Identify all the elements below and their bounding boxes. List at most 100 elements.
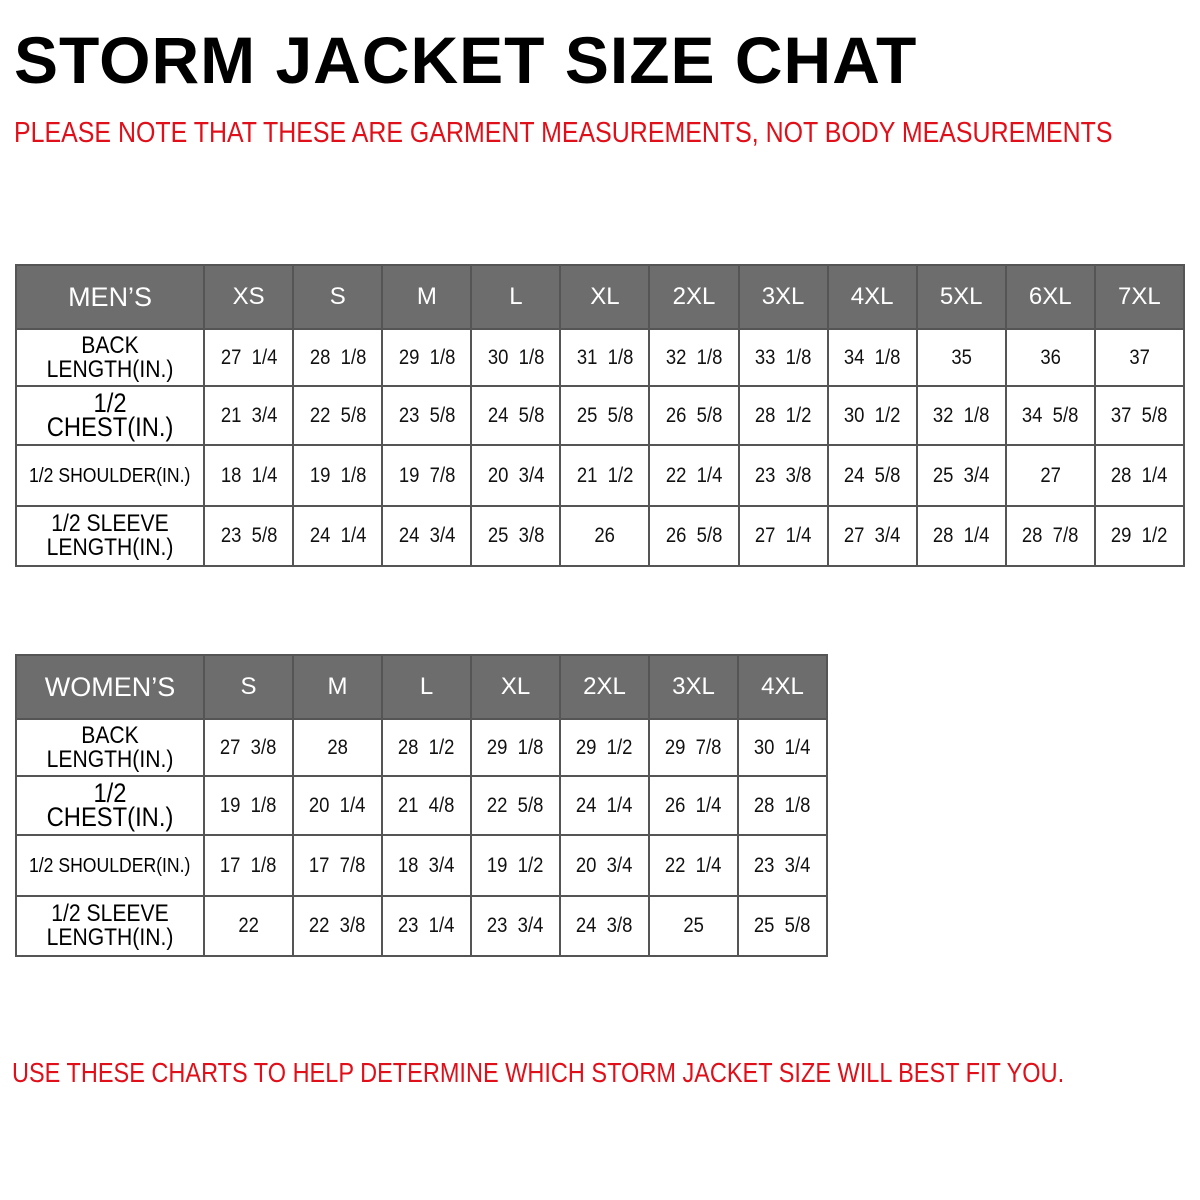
measurement-cell: 30 1/4 [737,718,828,777]
measurement-value: 30 1/8 [487,345,545,369]
measurement-cell: 24 5/8 [826,444,918,507]
measurement-cell: 28 7/8 [1004,505,1096,567]
measurement-cell: 27 3/4 [826,505,918,567]
measurement-cell: 24 1/4 [559,775,650,836]
measurement-value: 33 1/8 [754,345,812,369]
measurement-cell: 20 3/4 [470,444,562,507]
size-header-7xl: 7XL [1093,264,1186,330]
size-header-xl: XL [559,264,651,330]
size-header-xl: XL [470,654,561,720]
measurement-cell: 34 5/8 [1004,385,1096,446]
row-label-cell: 1/2 SHOULDER(IN.) [14,444,206,507]
measurement-value: 26 5/8 [665,524,723,547]
table-row: 1/2 SHOULDER(IN.) 18 1/4 19 1/8 19 7/8 20 3/… [14,444,1186,507]
measurement-value: 20 3/4 [487,463,545,487]
measurement-value: 22 1/4 [665,853,722,877]
measurement-value: 25 5/8 [754,914,811,937]
measurement-cell: 19 1/8 [203,775,294,836]
row-label: 1/2 CHEST(IN.) [46,777,174,832]
measurement-cell: 23 3/8 [737,444,829,507]
measurement-value: 22 1/4 [665,463,723,487]
table-row: 1/2 SLEEVE LENGTH(IN.) 22 22 3/8 23 1/4 23 3… [15,895,828,957]
measurement-value: 32 1/8 [932,403,990,427]
measurement-cell: 18 1/4 [203,444,295,507]
table-row: 1/2 SLEEVE LENGTH(IN.) 23 5/8 24 1/4 24 3/4… [14,505,1186,567]
size-header-2xl: 2XL [648,264,740,330]
measurement-cell: 22 5/8 [292,385,384,446]
measurement-value: 28 1/2 [754,403,812,427]
size-header-3xl: 3XL [648,654,739,720]
footer-note: USE THESE CHARTS TO HELP DETERMINE WHICH… [12,1057,1064,1089]
row-label-cell: 1/2 SHOULDER(IN.) [15,834,205,897]
measurement-cell: 32 1/8 [915,385,1007,446]
measurement-value: 21 1/2 [576,463,634,487]
measurement-value: 25 3/8 [487,524,545,547]
table-header-label: MEN’S [14,264,206,330]
measurement-value: 24 3/8 [576,914,633,937]
measurement-cell: 36 [1004,328,1096,387]
measurement-value: 24 1/4 [309,524,367,547]
row-label: 1/2 SLEEVE LENGTH(IN.) [46,900,174,951]
table-row: BACK LENGTH(IN.) 27 3/8 28 28 1/2 29 1/8 29 1… [15,718,828,777]
measurement-value: 28 1/2 [398,735,455,759]
table-row: BACK LENGTH(IN.) 27 1/4 28 1/8 29 1/8 30 1/8… [14,328,1186,387]
measurement-cell: 27 [1004,444,1096,507]
size-header-s: S [292,264,384,330]
measurement-value: 34 5/8 [1021,403,1079,427]
measurement-value: 27 1/4 [754,524,812,547]
measurement-value: 23 3/4 [754,853,811,877]
measurement-value: 27 3/4 [843,524,901,547]
measurement-cell: 28 1/8 [292,328,384,387]
measurement-value: 24 3/4 [398,524,456,547]
row-label-cell: 1/2 SLEEVE LENGTH(IN.) [14,505,206,567]
measurement-value: 28 7/8 [1021,524,1079,547]
measurement-cell: 22 5/8 [470,775,561,836]
measurement-value: 22 5/8 [487,793,544,817]
measurement-value: 26 5/8 [665,403,723,427]
measurement-value: 19 1/8 [220,793,277,817]
measurement-cell: 27 1/4 [203,328,295,387]
womens-size-table: WOMEN’S S M L XL 2XL 3XL 4XL BACK LENGTH(IN.) 27 … [15,654,828,957]
measurement-value: 23 3/4 [487,914,544,937]
measurement-cell: 29 1/8 [470,718,561,777]
measurement-cell: 21 4/8 [381,775,472,836]
measurement-cell: 22 [203,895,294,957]
footer-text-after: SIZE WILL BEST FIT YOU. [772,1057,1065,1088]
row-label: 1/2 CHEST(IN.) [46,387,174,442]
measurement-value: 19 1/2 [487,853,544,877]
header-row: WOMEN’S S M L XL 2XL 3XL 4XL [15,654,828,720]
measurement-cell: 26 5/8 [648,385,740,446]
measurement-value: 18 1/4 [220,463,277,487]
table-header-label: WOMEN’S [15,654,205,720]
measurement-cell: 23 5/8 [203,505,295,567]
size-header-m: M [292,654,383,720]
measurement-cell: 26 [559,505,651,567]
measurement-value: 21 3/4 [220,403,277,427]
measurement-cell: 24 5/8 [470,385,562,446]
measurement-value: 28 1/4 [1111,463,1168,487]
measurement-value: 28 [327,735,348,759]
measurement-value: 19 7/8 [398,463,456,487]
measurement-value: 24 5/8 [487,403,545,427]
measurement-cell: 30 1/8 [470,328,562,387]
measurement-value: 28 1/8 [754,793,811,817]
size-header-2xl: 2XL [559,654,650,720]
measurement-value: 29 1/8 [487,735,544,759]
measurement-cell: 29 1/2 [559,718,650,777]
measurement-cell: 28 1/4 [915,505,1007,567]
row-label-cell: 1/2 CHEST(IN.) [14,385,206,446]
measurement-value: 25 5/8 [576,403,634,427]
size-header-6xl: 6XL [1004,264,1096,330]
measurement-cell: 28 1/2 [737,385,829,446]
row-label: 1/2 SHOULDER(IN.) [29,464,191,487]
measurement-cell: 28 1/2 [381,718,472,777]
measurement-cell: 17 7/8 [292,834,383,897]
measurement-cell: 22 3/8 [292,895,383,957]
measurement-value: 29 1/2 [576,735,633,759]
measurement-value: 24 5/8 [843,463,901,487]
size-header-4xl: 4XL [737,654,828,720]
measurement-value: 32 1/8 [665,345,723,369]
measurement-cell: 29 1/8 [381,328,473,387]
measurement-value: 29 7/8 [665,735,722,759]
measurement-cell: 30 1/2 [826,385,918,446]
